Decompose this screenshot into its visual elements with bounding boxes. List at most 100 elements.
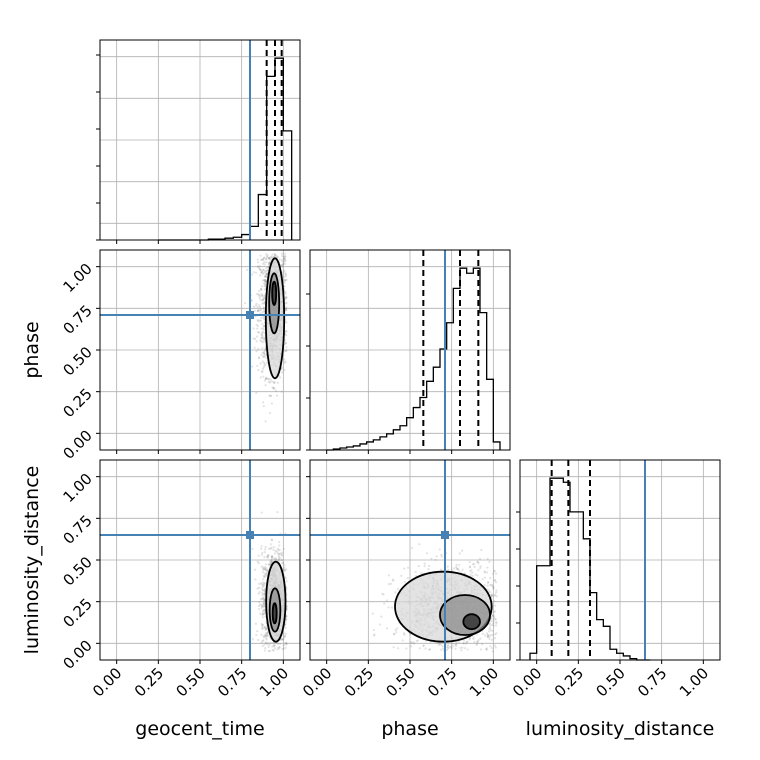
panel-geocent_time-vs-phase-sample-point	[269, 256, 272, 259]
panel-phase-vs-luminosity_distance-sample-point	[491, 585, 494, 588]
panel-geocent_time-vs-phase-sample-point	[284, 292, 287, 295]
panel-phase-vs-luminosity_distance-xtick-label-4: 1.00	[466, 664, 502, 700]
panel-geocent_time-vs-luminosity_distance-sample-point	[261, 623, 264, 627]
panel-phase-vs-luminosity_distance-sample-point	[478, 557, 482, 560]
panel-geocent_time-vs-phase-sample-point	[257, 320, 260, 323]
panel-phase-vs-luminosity_distance-sample-point	[446, 565, 449, 568]
panel-geocent_time-vs-phase-sample-point	[258, 290, 261, 293]
panel-phase-vs-luminosity_distance-sample-point	[454, 643, 457, 646]
panel-geocent_time-vs-phase-sample-point	[273, 255, 277, 258]
panel-geocent_time-vs-luminosity_distance-sample-point	[278, 544, 281, 547]
panel-geocent_time-vs-phase-sample-point	[261, 298, 265, 301]
panel-geocent_time-vs-luminosity_distance-sample-point	[265, 638, 268, 641]
hist-phase-steps	[326, 267, 501, 451]
panel-geocent_time-vs-phase-sample-point	[275, 255, 279, 258]
panel-geocent_time-vs-luminosity_distance-sample-point	[261, 593, 264, 597]
panel-geocent_time-vs-phase-sample-point	[283, 271, 286, 274]
panel-geocent_time-vs-luminosity_distance-sample-point	[262, 636, 266, 639]
panel-phase-vs-luminosity_distance-sample-point	[451, 642, 454, 645]
panel-geocent_time-vs-luminosity_distance-sample-point	[285, 568, 288, 571]
panel-geocent_time-vs-luminosity_distance-sample-point	[261, 613, 264, 617]
panel-geocent_time-vs-luminosity_distance-sample-point	[264, 563, 267, 566]
panel-geocent_time-vs-luminosity_distance-sample-point	[274, 557, 277, 561]
panel-phase-vs-luminosity_distance-sample-point	[488, 626, 491, 629]
hist-luminosity_distance-xtick-label-4: 1.00	[676, 664, 712, 700]
panel-geocent_time-vs-phase-sample-point	[265, 272, 268, 275]
panel-phase-vs-luminosity_distance-sample-point	[420, 571, 423, 575]
panel-geocent_time-vs-luminosity_distance-sample-point	[263, 582, 266, 585]
panel-geocent_time-vs-luminosity_distance-sample-point	[256, 560, 259, 563]
panel-geocent_time-vs-phase-sample-point	[267, 380, 270, 384]
panel-geocent_time-vs-phase-sample-point	[265, 255, 269, 258]
panel-geocent_time-vs-luminosity_distance-sample-point	[263, 625, 266, 629]
panel-geocent_time-vs-phase-sample-point	[265, 356, 268, 359]
panel-geocent_time-vs-phase-sample-point	[281, 371, 284, 374]
panel-geocent_time-vs-luminosity_distance-sample-point	[261, 623, 264, 626]
panel-geocent_time-vs-phase-sample-point	[266, 254, 269, 257]
panel-geocent_time-vs-phase-sample-point	[262, 308, 265, 311]
panel-geocent_time-vs-luminosity_distance-sample-point	[262, 574, 266, 577]
panel-phase-vs-luminosity_distance-sample-point	[434, 558, 437, 561]
panel-geocent_time-vs-phase-sample-point	[284, 274, 288, 278]
panel-phase-vs-luminosity_distance-sample-point	[394, 591, 397, 594]
panel-phase-vs-luminosity_distance-sample-point	[457, 640, 461, 644]
panel-phase-vs-luminosity_distance-sample-point	[452, 567, 456, 570]
panel-geocent_time-vs-luminosity_distance-sample-point	[261, 610, 265, 613]
panel-geocent_time-vs-phase-sample-point	[261, 360, 264, 363]
panel-geocent_time-vs-luminosity_distance-sample-point	[264, 634, 267, 638]
panel-geocent_time-vs-phase-sample-point	[262, 268, 265, 272]
panel-phase-vs-luminosity_distance-sample-point	[490, 593, 493, 596]
panel-phase-vs-luminosity_distance-sample-point	[491, 572, 495, 576]
panel-geocent_time-vs-luminosity_distance-sample-point	[284, 576, 287, 580]
panel-phase-vs-luminosity_distance-sample-point	[492, 624, 495, 627]
panel-geocent_time-vs-luminosity_distance-sample-point	[263, 556, 266, 559]
panel-geocent_time-vs-phase-sample-point	[263, 263, 266, 266]
panel-geocent_time-vs-phase-sample-point	[280, 264, 284, 267]
panel-phase-vs-luminosity_distance-sample-point	[446, 647, 450, 650]
panel-phase-vs-luminosity_distance-sample-point	[483, 583, 486, 587]
panel-geocent_time-vs-phase-sample-point	[270, 255, 273, 258]
panel-geocent_time-vs-phase-sample-point	[264, 275, 268, 278]
xaxis-label-geocent_time: geocent_time	[135, 718, 264, 740]
panel-geocent_time-vs-phase-sample-point	[270, 402, 274, 405]
panel-geocent_time-vs-phase-sample-point	[259, 274, 262, 277]
panel-geocent_time-vs-phase-sample-point	[265, 376, 268, 379]
panel-geocent_time-vs-phase-sample-point	[285, 349, 288, 352]
panel-geocent_time-vs-luminosity_distance-sample-point	[262, 581, 266, 585]
panel-geocent_time-vs-luminosity_distance-sample-point	[269, 561, 272, 564]
panel-phase-vs-luminosity_distance-sample-point	[435, 555, 438, 558]
panel-geocent_time-vs-phase-sample-point	[251, 365, 254, 368]
panel-phase-vs-luminosity_distance-sample-point	[476, 560, 480, 564]
panel-geocent_time-vs-phase-sample-point	[263, 261, 266, 264]
panel-phase-vs-luminosity_distance-sample-point	[461, 549, 464, 552]
panel-geocent_time-vs-phase-sample-point	[265, 261, 268, 264]
panel-geocent_time-vs-luminosity_distance-sample-point	[281, 558, 284, 562]
panel-geocent_time-vs-luminosity_distance-sample-point	[284, 626, 287, 629]
panel-geocent_time-vs-luminosity_distance-sample-point	[272, 649, 275, 652]
panel-phase-vs-luminosity_distance-sample-point	[495, 621, 498, 624]
panel-geocent_time-vs-luminosity_distance-sample-point	[270, 558, 274, 561]
panel-geocent_time-vs-phase-sample-point	[283, 281, 286, 284]
panel-phase-vs-luminosity_distance-sample-point	[401, 639, 404, 642]
panel-geocent_time-vs-phase-sample-point	[261, 322, 264, 325]
panel-geocent_time-vs-phase-sample-point	[284, 259, 287, 262]
panel-geocent_time-vs-phase-sample-point	[256, 309, 260, 312]
panel-geocent_time-vs-phase-sample-point	[260, 258, 263, 261]
yaxis-label-luminosity_distance: luminosity_distance	[21, 466, 43, 655]
panel-geocent_time-vs-phase-sample-point	[276, 394, 279, 397]
panel-geocent_time-vs-luminosity_distance-sample-point	[263, 551, 266, 554]
panel-geocent_time-vs-luminosity_distance-sample-point	[266, 642, 269, 646]
panel-geocent_time-vs-luminosity_distance-sample-point	[283, 569, 287, 572]
panel-geocent_time-vs-phase-sample-point	[250, 273, 254, 276]
panel-phase-vs-luminosity_distance-sample-point	[446, 644, 449, 647]
panel-phase-vs-luminosity_distance-sample-point	[387, 606, 390, 609]
panel-phase-vs-luminosity_distance-sample-point	[428, 648, 431, 651]
panel-geocent_time-vs-phase-sample-point	[261, 370, 264, 373]
panel-geocent_time-vs-luminosity_distance-sample-point	[262, 602, 266, 606]
panel-geocent_time-vs-phase-sample-point	[261, 401, 265, 404]
panel-phase-vs-luminosity_distance-sample-point	[440, 553, 443, 556]
panel-geocent_time-vs-luminosity_distance-sample-point	[254, 578, 257, 581]
panel-geocent_time-vs-phase-sample-point	[265, 253, 268, 256]
panel-phase-vs-luminosity_distance-sample-point	[480, 548, 483, 552]
panel-geocent_time-vs-luminosity_distance-sample-point	[260, 633, 263, 636]
